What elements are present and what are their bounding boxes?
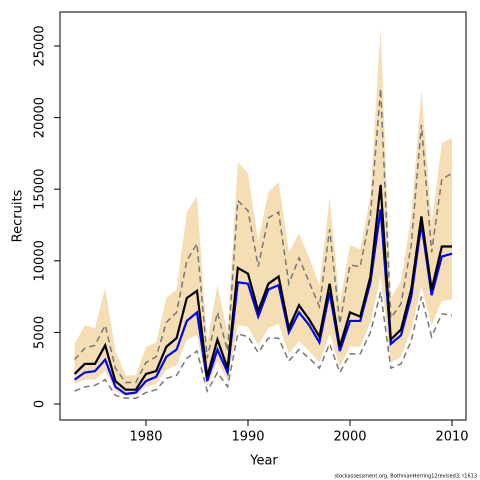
x-tick-label: 2000 [333,430,366,445]
y-tick-label: 10000 [33,240,48,281]
x-tick-label: 2010 [435,430,468,445]
interval-line [74,88,453,384]
source-note: stockassessment.org, BothnianHerring12re… [334,474,477,480]
x-axis-label: Year [249,454,278,469]
interval-line [74,292,453,400]
y-tick-label: 0 [33,400,48,408]
y-tick-label: 5000 [33,316,48,349]
plot-frame [59,11,467,421]
y-tick-label: 20000 [33,97,48,138]
confidence-band [74,27,453,396]
x-tick-label: 1990 [231,430,264,445]
estimate-line [73,184,453,391]
y-axis-label: Recruits [11,189,26,242]
x-tick-label: 1980 [129,430,162,445]
y-tick-label: 25000 [32,25,47,66]
y-tick-label: 15000 [33,169,48,210]
